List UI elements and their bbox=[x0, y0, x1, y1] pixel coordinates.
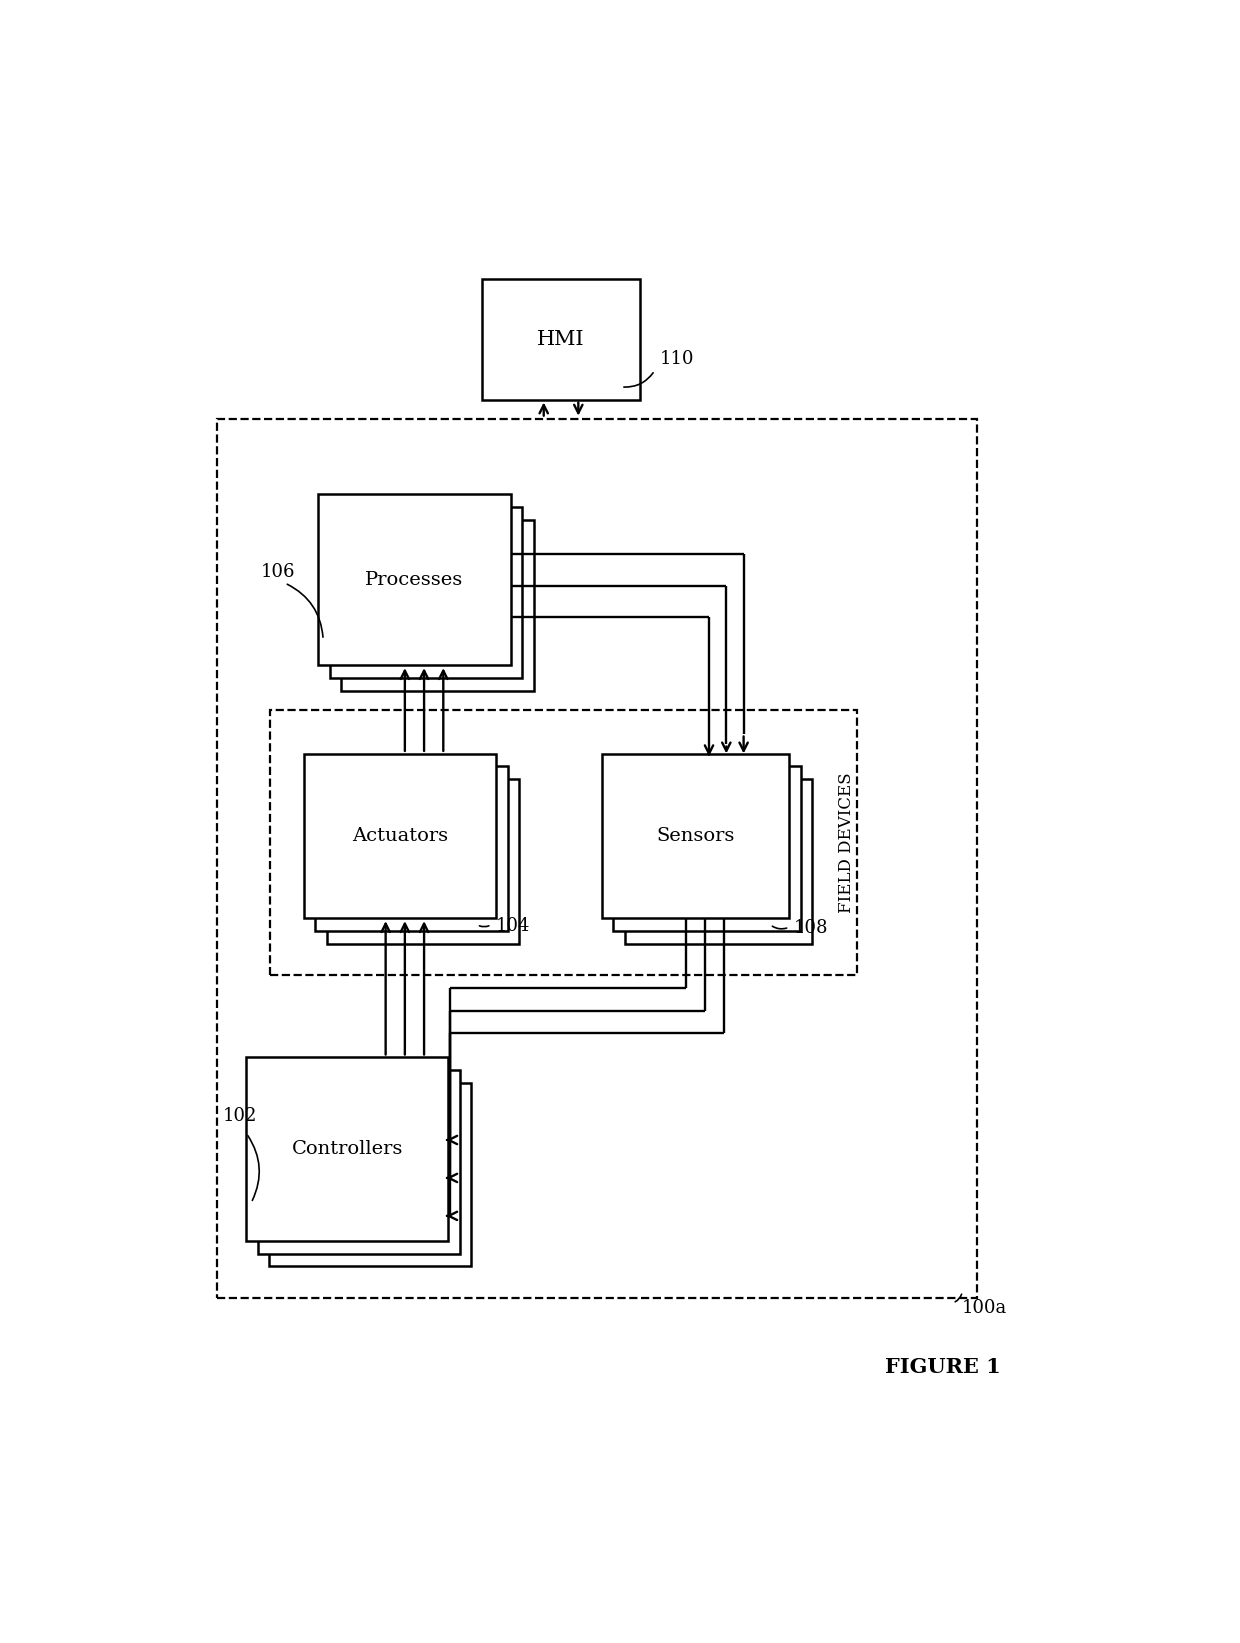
Bar bbox=[315, 766, 507, 932]
Bar bbox=[319, 495, 511, 665]
Text: 104: 104 bbox=[496, 917, 531, 935]
Bar bbox=[614, 766, 801, 932]
Bar bbox=[258, 1070, 460, 1254]
Bar bbox=[269, 1083, 471, 1267]
Text: FIELD DEVICES: FIELD DEVICES bbox=[838, 772, 856, 912]
Text: 102: 102 bbox=[222, 1107, 257, 1125]
Bar bbox=[327, 779, 520, 943]
Bar bbox=[601, 754, 789, 918]
Bar bbox=[330, 508, 522, 679]
Bar bbox=[341, 519, 533, 690]
Bar bbox=[481, 279, 640, 399]
Text: Processes: Processes bbox=[366, 570, 464, 588]
Text: 100a: 100a bbox=[962, 1300, 1007, 1318]
Bar bbox=[270, 710, 857, 976]
Text: HMI: HMI bbox=[537, 330, 585, 348]
Text: FIGURE 1: FIGURE 1 bbox=[885, 1357, 1001, 1377]
Bar bbox=[625, 779, 812, 943]
Bar bbox=[217, 419, 977, 1298]
Text: Controllers: Controllers bbox=[291, 1140, 403, 1158]
Bar bbox=[304, 754, 496, 918]
Text: 106: 106 bbox=[260, 562, 295, 580]
Text: Actuators: Actuators bbox=[352, 826, 448, 845]
Text: 110: 110 bbox=[660, 350, 694, 368]
Text: Sensors: Sensors bbox=[656, 826, 735, 845]
Bar bbox=[247, 1058, 448, 1240]
Text: 108: 108 bbox=[794, 920, 828, 938]
